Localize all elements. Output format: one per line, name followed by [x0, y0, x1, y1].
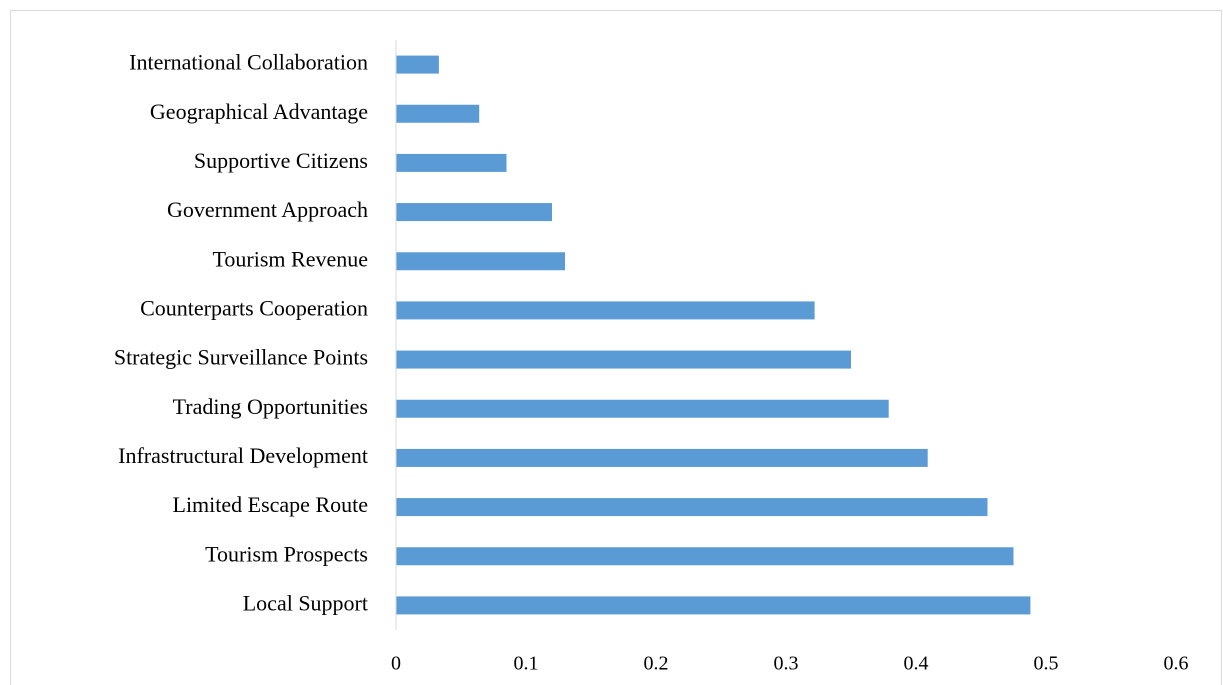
y-tick-label: Trading Opportunities: [173, 394, 368, 419]
bar: [396, 55, 439, 74]
bar: [396, 104, 480, 123]
x-tick-label: 0.5: [1034, 653, 1059, 675]
y-tick-label: Tourism Prospects: [205, 541, 368, 566]
y-tick-label: Supportive Citizens: [194, 148, 368, 173]
x-tick-label: 0.6: [1164, 653, 1189, 675]
x-tick-label: 0.4: [904, 653, 929, 675]
x-tick-label: 0: [391, 653, 401, 675]
bar: [396, 448, 928, 467]
x-tick-label: 0.1: [514, 653, 539, 675]
y-tick-label: Counterparts Cooperation: [140, 295, 368, 320]
x-tick-label: 0.2: [644, 653, 669, 675]
bar: [396, 399, 889, 418]
y-tick-label: Infrastructural Development: [118, 443, 368, 468]
y-tick-label: Government Approach: [167, 197, 368, 222]
y-tick-label: International Collaboration: [129, 50, 368, 75]
x-tick-label: 0.3: [774, 653, 799, 675]
bar: [396, 301, 815, 320]
bar: [396, 252, 565, 271]
y-tick-label: Tourism Revenue: [213, 246, 368, 271]
bar: [396, 350, 851, 369]
bar: [396, 596, 1031, 615]
y-tick-label: Geographical Advantage: [150, 99, 368, 124]
y-tick-label: Strategic Surveillance Points: [114, 345, 368, 370]
bar: [396, 498, 988, 517]
y-tick-label: Limited Escape Route: [173, 492, 369, 517]
bar: [396, 203, 552, 222]
chart-frame: [10, 10, 1222, 685]
bar: [396, 547, 1014, 566]
y-tick-label: Local Support: [243, 590, 368, 615]
bar: [396, 153, 507, 172]
